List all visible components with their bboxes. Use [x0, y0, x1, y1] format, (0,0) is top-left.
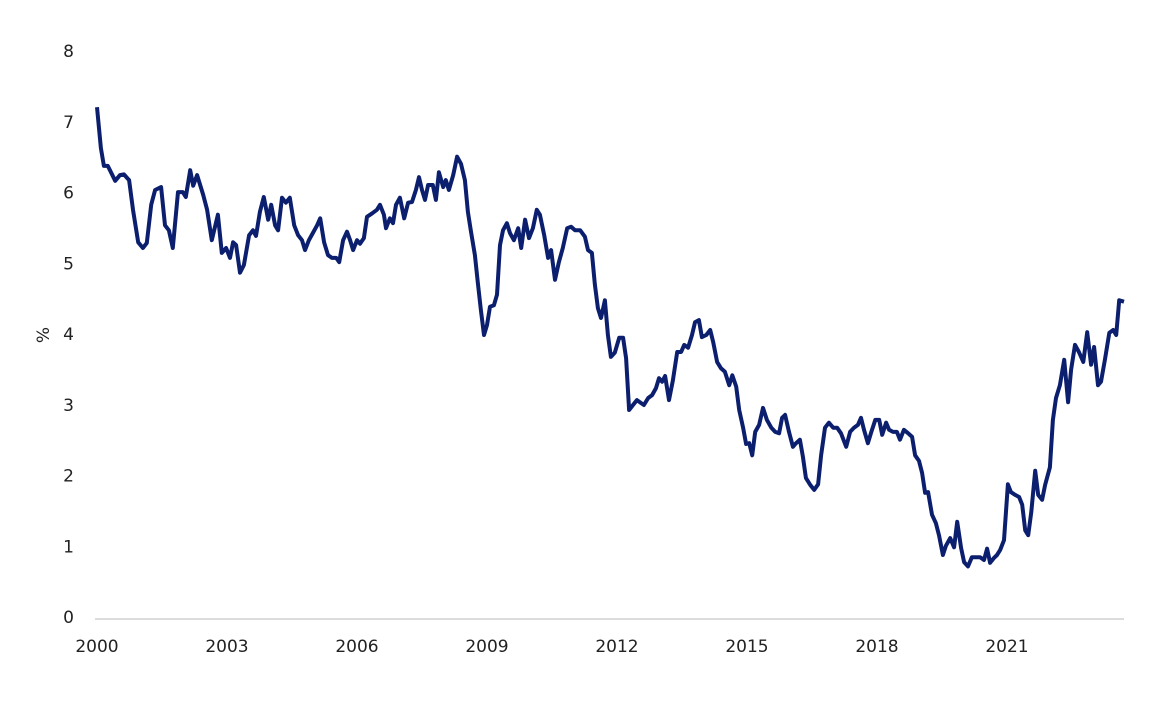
- x-tick-label: 2006: [335, 637, 378, 657]
- line: [95, 107, 1125, 569]
- y-tick-label: 7: [63, 113, 74, 133]
- x-tick-label: 2015: [725, 637, 768, 657]
- x-tick-label: 2003: [205, 637, 248, 657]
- x-tick-label: 2000: [75, 637, 118, 657]
- y-axis-label: %: [34, 327, 54, 343]
- y-tick-label: 4: [63, 325, 74, 345]
- y-tick-label: 2: [63, 467, 74, 487]
- y-tick-label: 5: [63, 254, 74, 274]
- x-tick-label: 2021: [985, 637, 1028, 657]
- y-tick-label: 3: [63, 396, 74, 416]
- y-tick-label: 0: [63, 608, 74, 628]
- y-tick-label: 6: [63, 184, 74, 204]
- y-tick-label: 8: [63, 42, 74, 62]
- x-tick-label: 2012: [595, 637, 638, 657]
- x-tick-label: 2018: [855, 637, 898, 657]
- y-tick-label: 1: [63, 537, 74, 557]
- x-tick-label: 2009: [465, 637, 508, 657]
